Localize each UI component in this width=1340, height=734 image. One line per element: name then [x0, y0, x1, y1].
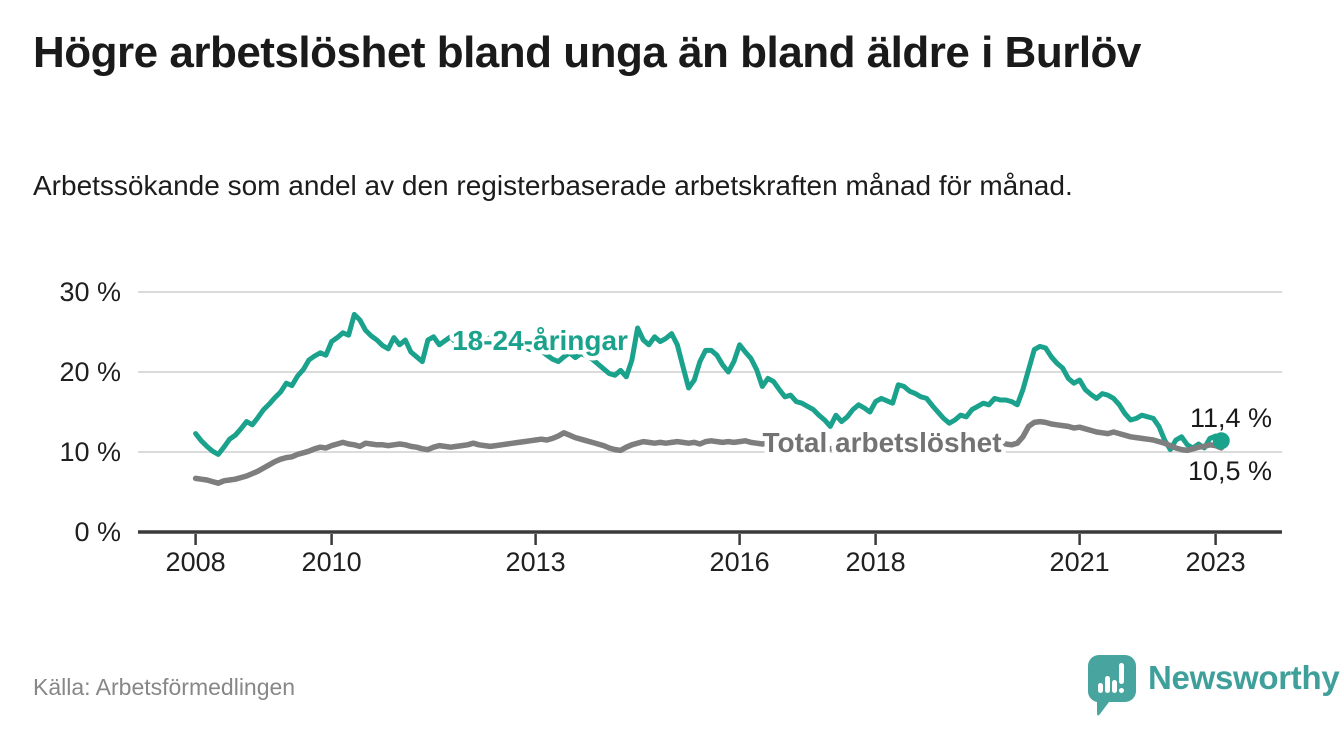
x-axis-label-2010: 2010	[302, 547, 362, 577]
bubble-shape	[1087, 655, 1136, 716]
chart-subtitle: Arbetssökande som andel av den registerb…	[33, 170, 1073, 201]
x-axis-label-2023: 2023	[1186, 547, 1246, 577]
series-end-dot-0	[1212, 432, 1230, 450]
y-axis-label-30: 30 %	[59, 277, 121, 307]
y-axis-label-0: 0 %	[74, 517, 121, 547]
x-axis-label-2008: 2008	[166, 547, 226, 577]
y-axis-label-20: 20 %	[59, 357, 121, 387]
x-axis-label-2013: 2013	[506, 547, 566, 577]
exclamation-stem	[1119, 663, 1124, 684]
x-axis-label-2016: 2016	[710, 547, 770, 577]
series-end-value-1: 10,5 %	[1188, 456, 1272, 486]
source-note: Källa: Arbetsförmedlingen	[33, 674, 296, 700]
series-line-1	[192, 418, 1225, 486]
x-axis-label-2021: 2021	[1050, 547, 1110, 577]
series-line-0	[193, 311, 1224, 457]
x-axis-label-2018: 2018	[846, 547, 906, 577]
series-label-1: Total arbetslöshet	[762, 427, 1001, 458]
newsworthy-speech-bubble-barchart-icon	[1087, 655, 1136, 716]
bar-1	[1098, 683, 1103, 693]
bar-3	[1112, 680, 1117, 693]
series-label-0: 18-24-åringar	[452, 325, 628, 356]
series-end-value-0: 11,4 %	[1190, 403, 1272, 433]
exclamation-dot	[1119, 688, 1124, 693]
y-axis-label-10: 10 %	[59, 437, 121, 467]
chart-title: Högre arbetslöshet bland unga än bland ä…	[33, 28, 1141, 77]
newsworthy-wordmark: Newsworthy	[1148, 659, 1340, 696]
newsworthy-logo: Newsworthy	[1087, 655, 1340, 721]
bar-2	[1105, 676, 1110, 693]
